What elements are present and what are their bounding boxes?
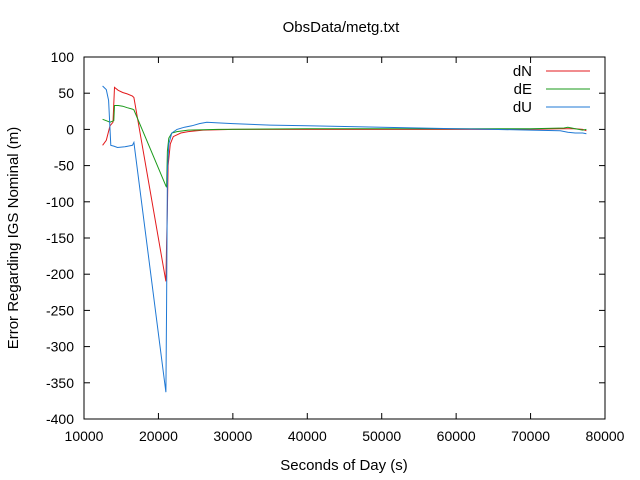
x-tick-label: 80000 [586, 428, 625, 444]
y-tick-label: 50 [58, 85, 74, 101]
x-tick-label: 20000 [139, 428, 178, 444]
x-tick-label: 60000 [437, 428, 476, 444]
y-tick-label: -150 [46, 230, 74, 246]
y-tick-label: -100 [46, 194, 74, 210]
y-tick-label: 100 [51, 49, 75, 65]
x-tick-label: 30000 [213, 428, 252, 444]
y-axis-title: Error Regarding IGS Nominal (m) [5, 127, 22, 350]
series-layer [102, 85, 587, 393]
x-tick-label: 70000 [511, 428, 550, 444]
legend-label-dE: dE [514, 81, 532, 98]
y-axis-ticks: 100 50 0 -50 -100 -150 -200 -250 -300 -350 -400 [46, 49, 605, 427]
x-tick-label: 40000 [288, 428, 327, 444]
x-tick-label: 10000 [65, 428, 104, 444]
chart-title: ObsData/metg.txt [283, 19, 401, 36]
x-axis-title: Seconds of Day (s) [280, 457, 408, 474]
series-line-dE [102, 105, 587, 188]
y-tick-label: -400 [46, 411, 74, 427]
y-tick-label: -250 [46, 302, 74, 318]
y-tick-label: 0 [66, 121, 74, 137]
series-line-dN [102, 86, 587, 282]
y-tick-label: -200 [46, 266, 74, 282]
y-tick-label: -50 [54, 158, 74, 174]
y-tick-label: -300 [46, 339, 74, 355]
legend-label-dN: dN [513, 63, 532, 80]
x-axis-ticks: 10000 20000 30000 40000 50000 60000 70000 80000 [65, 57, 625, 444]
series-line-dU [102, 85, 587, 393]
x-tick-label: 50000 [362, 428, 401, 444]
legend-label-dU: dU [513, 99, 532, 116]
y-tick-label: -350 [46, 375, 74, 391]
